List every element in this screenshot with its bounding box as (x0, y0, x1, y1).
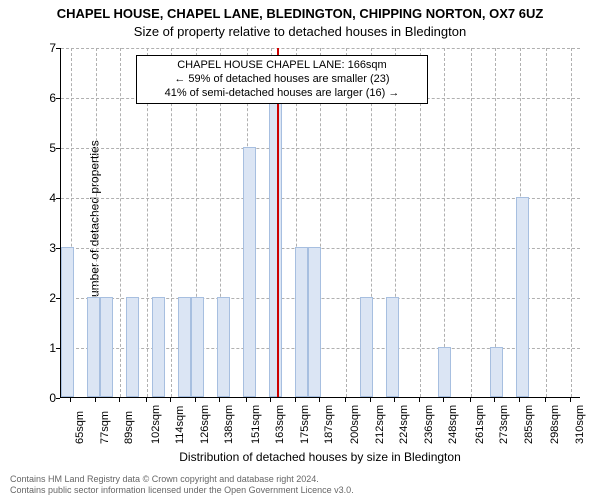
x-tick-label: 187sqm (323, 405, 335, 444)
footer-line-1: Contains HM Land Registry data © Crown c… (10, 474, 354, 485)
x-tick-label: 273sqm (498, 405, 510, 444)
histogram-bar (386, 297, 399, 397)
histogram-bar (61, 247, 74, 397)
x-tick-label: 298sqm (549, 405, 561, 444)
histogram-bar (243, 147, 256, 397)
y-tick-label: 4 (38, 191, 56, 205)
chart-title-1: CHAPEL HOUSE, CHAPEL LANE, BLEDINGTON, C… (0, 6, 600, 21)
histogram-bar (100, 297, 113, 397)
y-tick-label: 7 (38, 41, 56, 55)
x-tick-mark (119, 398, 120, 402)
y-tick-label: 3 (38, 241, 56, 255)
histogram-bar (516, 197, 529, 397)
histogram-bar (217, 297, 230, 397)
annotation-text: CHAPEL HOUSE CHAPEL LANE: 166sqm← 59% of… (136, 55, 427, 104)
x-tick-mark (370, 398, 371, 402)
x-tick-mark (319, 398, 320, 402)
x-tick-label: 126sqm (199, 405, 211, 444)
histogram-bar (438, 347, 451, 397)
x-tick-label: 138sqm (223, 405, 235, 444)
x-tick-mark (494, 398, 495, 402)
y-tick-label: 6 (38, 91, 56, 105)
y-tick-label: 5 (38, 141, 56, 155)
annotation-line: ← 59% of detached houses are smaller (23… (143, 73, 420, 87)
x-tick-mark (146, 398, 147, 402)
y-tick-mark (56, 398, 60, 399)
chart-container: CHAPEL HOUSE, CHAPEL LANE, BLEDINGTON, C… (0, 0, 600, 500)
histogram-bar (178, 297, 191, 397)
histogram-bar (126, 297, 139, 397)
x-tick-label: 310sqm (574, 405, 586, 444)
histogram-bar (295, 247, 308, 397)
x-tick-mark (295, 398, 296, 402)
y-tick-label: 0 (38, 391, 56, 405)
histogram-bar (87, 297, 100, 397)
y-tick-label: 1 (38, 341, 56, 355)
x-tick-label: 200sqm (349, 405, 361, 444)
x-tick-label: 248sqm (447, 405, 459, 444)
x-tick-mark (270, 398, 271, 402)
x-tick-mark (95, 398, 96, 402)
x-tick-label: 77sqm (99, 411, 111, 444)
histogram-bar (308, 247, 321, 397)
x-tick-label: 114sqm (174, 406, 186, 444)
x-tick-label: 175sqm (299, 405, 311, 444)
x-tick-mark (519, 398, 520, 402)
x-tick-mark (195, 398, 196, 402)
y-tick-label: 2 (38, 291, 56, 305)
x-tick-mark (443, 398, 444, 402)
x-tick-mark (394, 398, 395, 402)
x-tick-mark (570, 398, 571, 402)
x-tick-label: 102sqm (150, 405, 162, 444)
x-tick-mark (246, 398, 247, 402)
x-tick-label: 89sqm (123, 411, 135, 444)
histogram-bar (360, 297, 373, 397)
histogram-bar (490, 347, 503, 397)
x-tick-mark (419, 398, 420, 402)
x-tick-label: 65sqm (74, 411, 86, 444)
x-tick-label: 224sqm (398, 405, 410, 444)
footer-attribution: Contains HM Land Registry data © Crown c… (10, 474, 354, 496)
x-tick-label: 163sqm (274, 405, 286, 444)
x-axis-label: Distribution of detached houses by size … (60, 450, 580, 464)
chart-title-2: Size of property relative to detached ho… (0, 24, 600, 39)
plot-area: CHAPEL HOUSE CHAPEL LANE: 166sqm← 59% of… (60, 48, 580, 398)
footer-line-2: Contains public sector information licen… (10, 485, 354, 496)
x-tick-mark (545, 398, 546, 402)
x-tick-label: 285sqm (523, 405, 535, 444)
x-tick-mark (470, 398, 471, 402)
x-tick-mark (345, 398, 346, 402)
x-tick-label: 212sqm (374, 405, 386, 444)
x-tick-mark (70, 398, 71, 402)
x-tick-mark (170, 398, 171, 402)
histogram-bar (269, 97, 282, 397)
x-tick-mark (219, 398, 220, 402)
x-tick-label: 236sqm (423, 405, 435, 444)
x-tick-label: 261sqm (474, 405, 486, 444)
annotation-line: 41% of semi-detached houses are larger (… (143, 87, 420, 101)
histogram-bar (152, 297, 165, 397)
annotation-line: CHAPEL HOUSE CHAPEL LANE: 166sqm (143, 59, 420, 73)
x-tick-label: 151sqm (250, 405, 262, 444)
histogram-bar (191, 297, 204, 397)
